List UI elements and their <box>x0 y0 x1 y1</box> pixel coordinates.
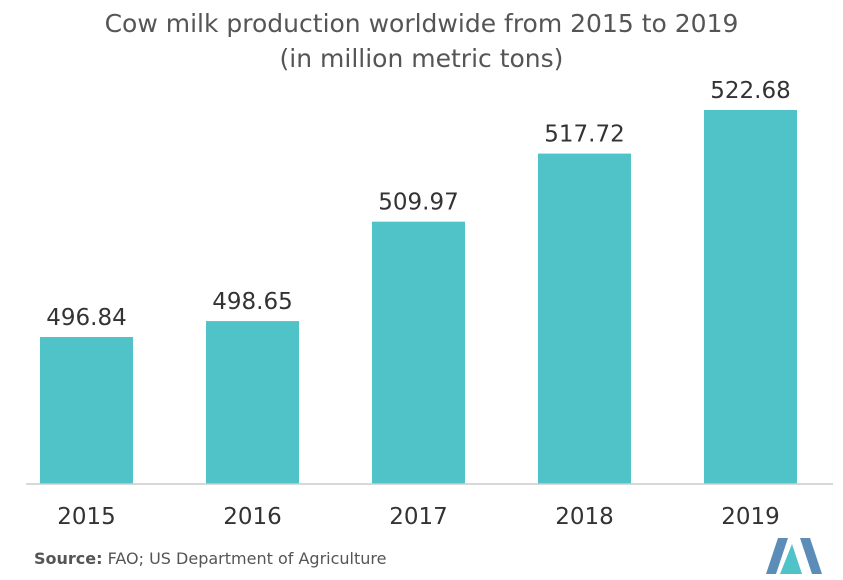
bar-2015 <box>40 337 133 484</box>
x-tick-label-2015: 2015 <box>57 504 116 530</box>
x-tick-labels-group: 2015 2016 2017 2018 2019 <box>57 504 780 530</box>
source-text: FAO; US Department of Agriculture <box>107 549 387 568</box>
logo-shape-mid <box>780 544 802 574</box>
bar-2018 <box>538 153 631 484</box>
source-label: Source: <box>34 549 103 568</box>
x-tick-label-2017: 2017 <box>389 504 448 530</box>
chart-subtitle: (in million metric tons) <box>279 44 564 73</box>
bar-2016 <box>206 321 299 484</box>
value-label-2017: 509.97 <box>378 190 458 216</box>
bars-group <box>40 110 797 484</box>
value-labels-group: 496.84 498.65 509.97 517.72 522.68 <box>46 78 790 331</box>
bar-2019 <box>704 110 797 484</box>
bar-2017 <box>372 221 465 484</box>
value-label-2015: 496.84 <box>46 305 126 331</box>
value-label-2018: 517.72 <box>544 122 624 148</box>
x-tick-label-2018: 2018 <box>555 504 614 530</box>
x-tick-label-2019: 2019 <box>721 504 780 530</box>
source-note: Source: FAO; US Department of Agricultur… <box>34 549 386 568</box>
value-label-2016: 498.65 <box>212 289 292 315</box>
logo-shape-right <box>800 538 822 574</box>
value-label-2019: 522.68 <box>710 78 790 104</box>
chart-title-block: Cow milk production worldwide from 2015 … <box>0 6 843 76</box>
logo-shape-left <box>766 538 788 574</box>
brand-logo-icon <box>766 538 822 574</box>
x-tick-label-2016: 2016 <box>223 504 282 530</box>
chart-title: Cow milk production worldwide from 2015 … <box>104 9 739 38</box>
